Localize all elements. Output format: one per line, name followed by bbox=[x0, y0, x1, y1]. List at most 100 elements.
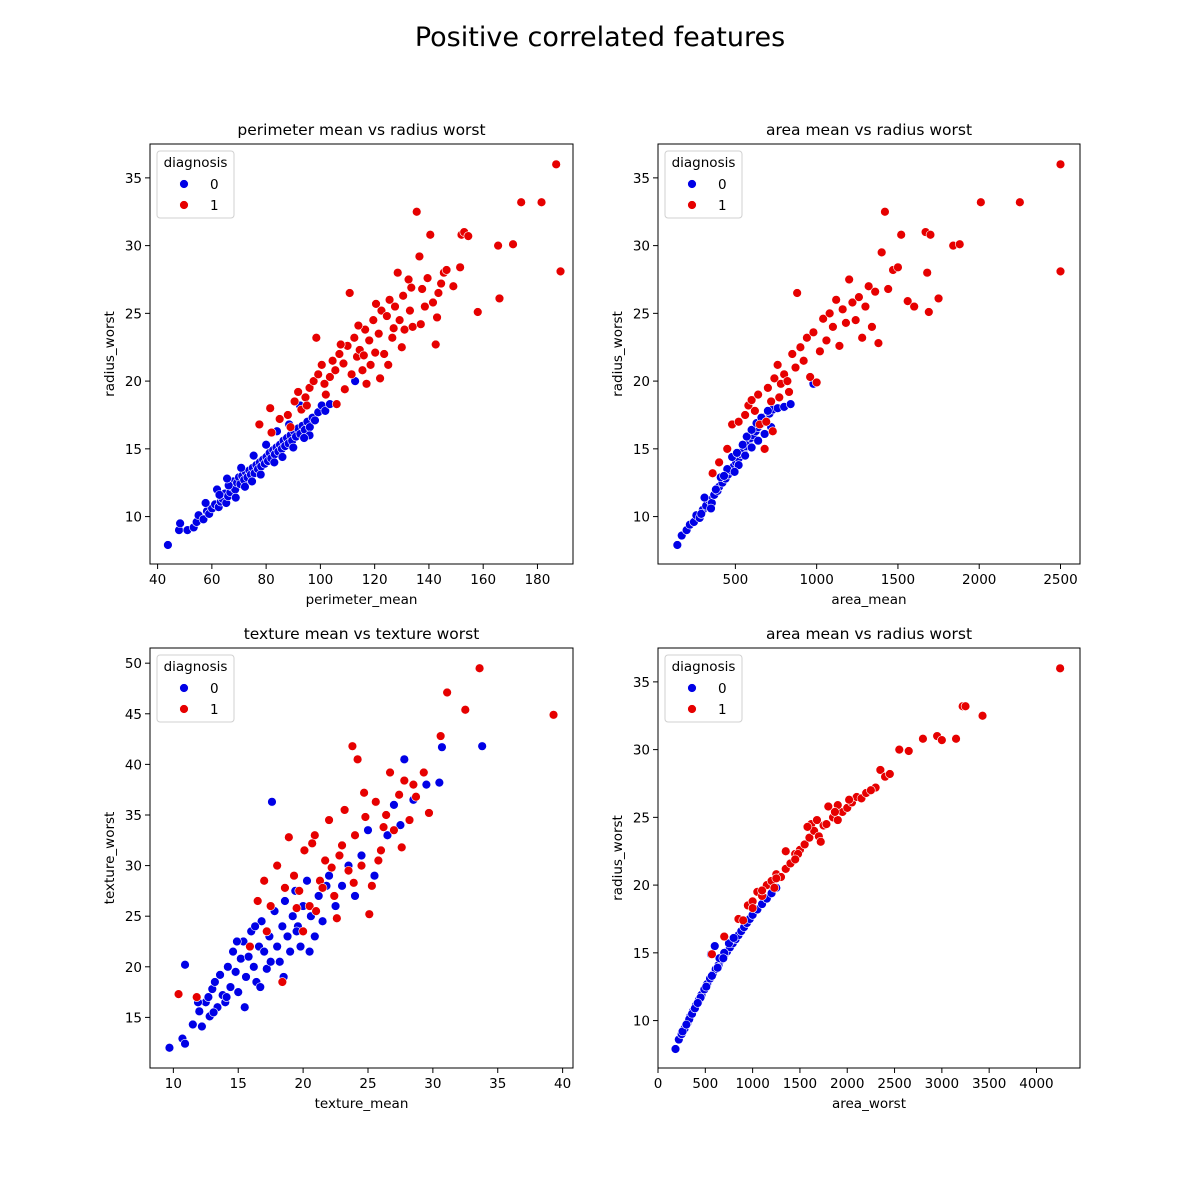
axes-frame bbox=[657, 647, 1081, 1069]
scatter-point-class-1 bbox=[837, 304, 848, 314]
scatter-point-class-0 bbox=[259, 946, 269, 957]
x-tick-label: 15 bbox=[230, 1076, 247, 1092]
scatter-point-class-0 bbox=[712, 963, 723, 973]
y-tick-label: 35 bbox=[125, 808, 142, 824]
scatter-point-class-1 bbox=[766, 396, 776, 407]
legend-box bbox=[156, 150, 235, 219]
scatter-point-class-0 bbox=[670, 1044, 681, 1054]
legend-title: diagnosis bbox=[672, 659, 736, 675]
scatter-point-class-1 bbox=[536, 197, 547, 207]
scatter-point-class-1 bbox=[740, 410, 750, 420]
scatter-point-class-1 bbox=[757, 885, 767, 896]
scatter-point-class-0 bbox=[395, 820, 406, 830]
scatter-point-class-1 bbox=[738, 915, 748, 926]
scatter-point-class-1 bbox=[857, 333, 867, 343]
subplot-4: 0 500 1000 1500 2000 2500 3000 3500 400010152025… bbox=[610, 625, 1081, 1112]
scatter-point-class-1 bbox=[368, 315, 378, 325]
scatter-point-class-0 bbox=[200, 498, 211, 508]
scatter-point-class-1 bbox=[327, 356, 338, 366]
y-axis-label: radius_worst bbox=[610, 815, 626, 901]
scatter-point-class-1 bbox=[432, 312, 442, 323]
scatter-point-class-1 bbox=[378, 822, 389, 832]
y-tick-label: 10 bbox=[125, 510, 142, 526]
scatter-point-class-1 bbox=[324, 815, 334, 825]
legend-label-0: 0 bbox=[210, 177, 219, 193]
scatter-point-class-1 bbox=[399, 324, 410, 335]
x-tick-label: 3000 bbox=[925, 1076, 959, 1092]
x-tick-label: 20 bbox=[295, 1076, 312, 1092]
scatter-point-class-1 bbox=[343, 865, 354, 876]
scatter-point-class-1 bbox=[774, 392, 784, 403]
scatter-point-class-0 bbox=[732, 448, 742, 458]
scatter-point-class-0 bbox=[203, 992, 214, 1002]
x-tick-label: 60 bbox=[203, 572, 220, 588]
y-tick-label: 20 bbox=[125, 960, 142, 976]
scatter-point-class-1 bbox=[374, 328, 384, 339]
scatter-point-class-1 bbox=[411, 792, 421, 802]
x-axis-label: texture_mean bbox=[315, 1096, 409, 1112]
scatter-point-class-1 bbox=[376, 845, 386, 856]
scatter-point-class-0 bbox=[746, 425, 757, 435]
scatter-point-class-1 bbox=[360, 812, 371, 822]
subplot-1: 40 60 80 100 120 140 160 180101520253035perimet… bbox=[102, 121, 574, 608]
scatter-point-class-1 bbox=[352, 754, 363, 765]
legend-label-0: 0 bbox=[718, 177, 727, 193]
scatter-point-class-1 bbox=[329, 891, 339, 901]
scatter-point-class-1 bbox=[299, 845, 310, 856]
legend-marker-1 bbox=[687, 704, 697, 714]
scatter-points bbox=[670, 663, 1065, 1054]
scatter-point-class-1 bbox=[399, 775, 410, 786]
scatter-point-class-1 bbox=[867, 322, 877, 332]
scatter-point-class-1 bbox=[407, 322, 418, 332]
scatter-point-class-0 bbox=[330, 901, 341, 911]
scatter-point-class-1 bbox=[960, 701, 971, 711]
x-axis-label: perimeter_mean bbox=[306, 592, 418, 608]
scatter-point-class-1 bbox=[384, 295, 395, 305]
scatter-point-class-1 bbox=[844, 274, 854, 285]
scatter-point-class-1 bbox=[385, 767, 395, 778]
y-tick-label: 30 bbox=[125, 239, 142, 255]
subplot-title: texture mean vs texture worst bbox=[244, 625, 480, 643]
scatter-point-class-1 bbox=[291, 903, 302, 913]
scatter-point-class-1 bbox=[373, 855, 384, 866]
scatter-point-class-1 bbox=[866, 785, 876, 795]
scatter-point-class-0 bbox=[180, 1039, 190, 1049]
scatter-point-class-1 bbox=[326, 862, 337, 873]
scatter-point-class-1 bbox=[555, 266, 566, 277]
scatter-point-class-0 bbox=[399, 754, 410, 765]
legend-label-1: 1 bbox=[210, 702, 219, 718]
scatter-point-class-0 bbox=[225, 982, 236, 992]
legend-label-1: 1 bbox=[718, 198, 727, 214]
x-tick-label: 10 bbox=[165, 1076, 182, 1092]
scatter-point-class-0 bbox=[421, 779, 432, 790]
scatter-point-class-1 bbox=[334, 850, 345, 861]
scatter-point-class-1 bbox=[321, 389, 331, 400]
x-tick-label: 1000 bbox=[735, 1076, 769, 1092]
scatter-point-class-0 bbox=[728, 933, 739, 943]
scatter-point-class-0 bbox=[742, 431, 752, 442]
scatter-point-class-1 bbox=[254, 419, 265, 430]
scatter-point-class-0 bbox=[759, 429, 770, 439]
scatter-point-class-1 bbox=[365, 360, 376, 370]
scatter-point-class-1 bbox=[397, 842, 407, 853]
scatter-point-class-0 bbox=[313, 891, 324, 901]
scatter-point-class-0 bbox=[236, 953, 246, 964]
scatter-point-class-1 bbox=[289, 396, 300, 407]
scatter-point-class-1 bbox=[331, 399, 342, 409]
scatter-point-class-0 bbox=[236, 463, 246, 473]
scatter-point-class-1 bbox=[844, 795, 854, 805]
axes-frame bbox=[149, 143, 574, 565]
scatter-point-class-1 bbox=[782, 376, 793, 386]
scatter-point-class-0 bbox=[230, 967, 241, 977]
scatter-point-class-1 bbox=[854, 292, 864, 302]
scatter-point-class-1 bbox=[265, 403, 275, 413]
scatter-point-class-1 bbox=[830, 807, 840, 817]
scatter-point-class-1 bbox=[508, 239, 518, 249]
legend-marker-0 bbox=[687, 179, 697, 189]
scatter-point-class-1 bbox=[769, 883, 780, 893]
scatter-point-class-1 bbox=[382, 311, 392, 321]
scatter-point-class-0 bbox=[737, 440, 748, 450]
x-tick-label: 2500 bbox=[877, 1076, 911, 1092]
scatter-point-class-1 bbox=[834, 341, 845, 351]
scatter-point-class-1 bbox=[337, 840, 347, 851]
